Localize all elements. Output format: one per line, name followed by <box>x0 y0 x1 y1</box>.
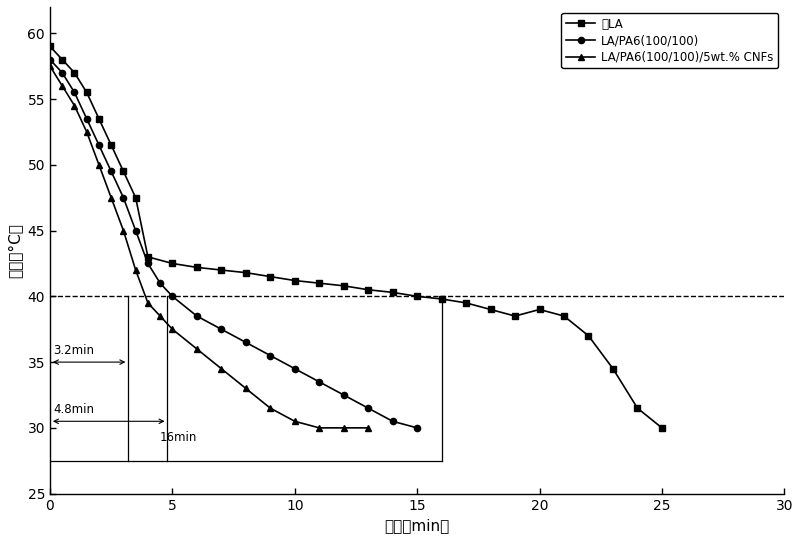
纯LA <box>192 264 202 271</box>
Text: 3.2min: 3.2min <box>54 344 94 357</box>
纯LA <box>437 296 446 302</box>
Line: 纯LA: 纯LA <box>47 43 665 431</box>
LA/PA6(100/100) <box>143 260 153 267</box>
LA/PA6(100/100)/5wt.% CNFs <box>241 385 250 392</box>
LA/PA6(100/100)/5wt.% CNFs <box>94 161 104 168</box>
纯LA <box>94 116 104 122</box>
LA/PA6(100/100)/5wt.% CNFs <box>192 346 202 352</box>
纯LA <box>559 313 569 319</box>
纯LA <box>45 43 54 50</box>
LA/PA6(100/100) <box>266 352 275 359</box>
LA/PA6(100/100) <box>70 89 79 96</box>
LA/PA6(100/100) <box>290 366 299 372</box>
LA/PA6(100/100) <box>314 379 324 385</box>
LA/PA6(100/100)/5wt.% CNFs <box>118 227 128 234</box>
LA/PA6(100/100)/5wt.% CNFs <box>106 194 116 201</box>
纯LA <box>633 405 642 411</box>
纯LA <box>266 273 275 280</box>
纯LA <box>608 366 618 372</box>
LA/PA6(100/100)/5wt.% CNFs <box>82 129 91 135</box>
LA/PA6(100/100)/5wt.% CNFs <box>339 424 349 431</box>
LA/PA6(100/100)/5wt.% CNFs <box>217 366 226 372</box>
LA/PA6(100/100) <box>167 293 177 300</box>
纯LA <box>363 287 373 293</box>
LA/PA6(100/100) <box>118 194 128 201</box>
LA/PA6(100/100)/5wt.% CNFs <box>70 103 79 109</box>
纯LA <box>486 306 495 313</box>
纯LA <box>462 300 471 306</box>
LA/PA6(100/100) <box>58 70 67 76</box>
Line: LA/PA6(100/100)/5wt.% CNFs: LA/PA6(100/100)/5wt.% CNFs <box>47 63 371 431</box>
LA/PA6(100/100) <box>192 313 202 319</box>
纯LA <box>217 267 226 273</box>
LA/PA6(100/100) <box>388 418 398 424</box>
LA/PA6(100/100) <box>82 116 91 122</box>
LA/PA6(100/100) <box>217 326 226 333</box>
纯LA <box>657 424 666 431</box>
纯LA <box>143 254 153 260</box>
纯LA <box>388 289 398 295</box>
LA/PA6(100/100) <box>412 424 422 431</box>
纯LA <box>534 306 544 313</box>
LA/PA6(100/100) <box>94 142 104 149</box>
纯LA <box>70 70 79 76</box>
LA/PA6(100/100) <box>131 227 141 234</box>
纯LA <box>58 56 67 63</box>
纯LA <box>106 142 116 149</box>
LA/PA6(100/100)/5wt.% CNFs <box>131 267 141 273</box>
LA/PA6(100/100) <box>45 56 54 63</box>
纯LA <box>241 269 250 276</box>
LA/PA6(100/100)/5wt.% CNFs <box>155 313 165 319</box>
LA/PA6(100/100) <box>363 405 373 411</box>
LA/PA6(100/100) <box>241 339 250 346</box>
LA/PA6(100/100)/5wt.% CNFs <box>266 405 275 411</box>
纯LA <box>412 293 422 300</box>
Text: 16min: 16min <box>160 431 198 444</box>
LA/PA6(100/100)/5wt.% CNFs <box>363 424 373 431</box>
纯LA <box>314 280 324 286</box>
纯LA <box>118 168 128 174</box>
X-axis label: 时间（min）: 时间（min） <box>385 518 450 533</box>
Text: 4.8min: 4.8min <box>54 403 94 416</box>
纯LA <box>339 282 349 289</box>
纯LA <box>584 333 594 339</box>
LA/PA6(100/100)/5wt.% CNFs <box>290 418 299 424</box>
Legend: 纯LA, LA/PA6(100/100), LA/PA6(100/100)/5wt.% CNFs: 纯LA, LA/PA6(100/100), LA/PA6(100/100)/5w… <box>561 13 778 69</box>
纯LA <box>82 89 91 96</box>
LA/PA6(100/100)/5wt.% CNFs <box>45 63 54 69</box>
LA/PA6(100/100)/5wt.% CNFs <box>143 300 153 306</box>
LA/PA6(100/100)/5wt.% CNFs <box>58 83 67 89</box>
LA/PA6(100/100) <box>155 280 165 286</box>
LA/PA6(100/100)/5wt.% CNFs <box>314 424 324 431</box>
纯LA <box>167 260 177 267</box>
LA/PA6(100/100)/5wt.% CNFs <box>167 326 177 333</box>
纯LA <box>131 194 141 201</box>
LA/PA6(100/100) <box>106 168 116 174</box>
LA/PA6(100/100) <box>339 392 349 398</box>
Y-axis label: 温度（°C）: 温度（°C） <box>7 223 22 278</box>
纯LA <box>290 278 299 284</box>
Line: LA/PA6(100/100): LA/PA6(100/100) <box>47 57 420 431</box>
纯LA <box>510 313 520 319</box>
